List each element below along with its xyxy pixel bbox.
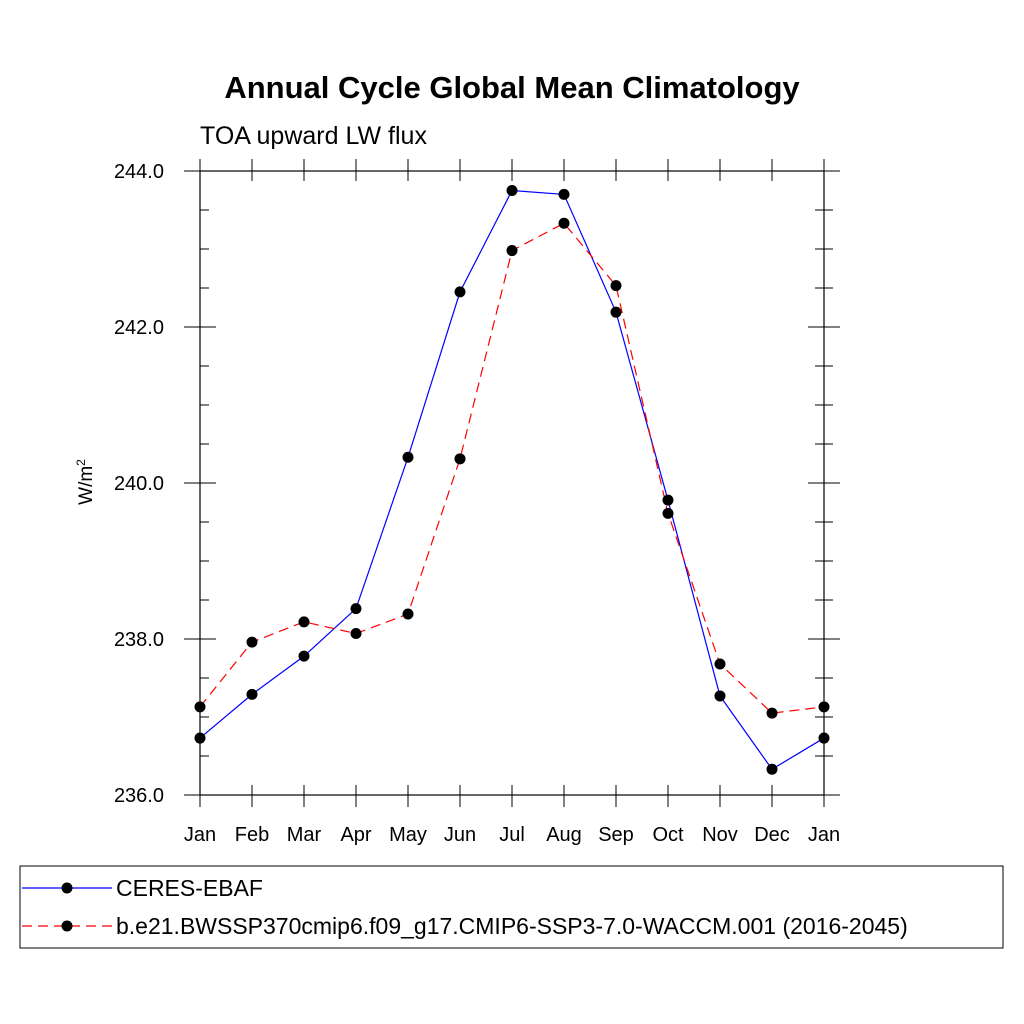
y-tick-label: 236.0 [114, 785, 164, 807]
x-tick-label: Apr [340, 824, 371, 846]
plot-frame [199, 170, 825, 796]
x-tick-label: Jun [444, 824, 476, 846]
y-tick-label: 240.0 [114, 473, 164, 495]
x-tick-label: Mar [287, 824, 322, 846]
data-point-series-0 [558, 188, 570, 200]
chart-subtitle: TOA upward LW flux [200, 122, 427, 150]
legend: CERES-EBAF b.e21.BWSSP370cmip6.f09_g17.C… [19, 865, 1004, 949]
x-tick-label: Nov [702, 824, 738, 846]
x-tick-label: Sep [598, 824, 634, 846]
data-point-series-0 [714, 690, 726, 702]
data-point-series-1 [194, 701, 206, 713]
data-point-series-0 [298, 650, 310, 662]
x-tick-label: Jan [184, 824, 216, 846]
data-point-series-1 [506, 245, 518, 257]
data-point-series-0 [454, 286, 466, 298]
data-point-series-0 [402, 451, 414, 463]
data-point-series-1 [558, 217, 570, 229]
x-tick-labels: Jan Feb Mar Apr May Jun Jul Aug Sep Oct Nov Dec Jan [184, 824, 840, 846]
axis-ticks [184, 159, 840, 807]
series-line-0 [199, 189, 825, 771]
data-point-series-0 [610, 306, 622, 318]
data-point-series-0 [506, 185, 518, 196]
data-point-series-1 [402, 608, 414, 620]
legend-marker-ceres [61, 882, 73, 894]
data-point-series-0 [194, 732, 206, 744]
data-point-series-0 [350, 603, 362, 615]
x-tick-label: Feb [235, 824, 269, 846]
x-tick-label: Jan [808, 824, 840, 846]
data-point-series-0 [766, 763, 778, 775]
data-point-series-1 [766, 707, 778, 719]
data-point-series-1 [714, 658, 726, 670]
data-point-series-0 [662, 494, 674, 506]
y-tick-label: 244.0 [114, 161, 164, 183]
data-point-series-1 [298, 616, 310, 628]
series-line-1 [199, 222, 825, 714]
legend-label-model: b.e21.BWSSP370cmip6.f09_g17.CMIP6-SSP3-7… [116, 913, 908, 939]
chart-title: Annual Cycle Global Mean Climatology [224, 70, 800, 105]
data-point-series-0 [246, 688, 258, 700]
x-tick-label: Aug [546, 824, 582, 846]
data-point-series-1 [818, 701, 830, 713]
y-axis-label: W/m2 [74, 459, 97, 505]
y-tick-label: 242.0 [114, 317, 164, 339]
legend-marker-model [61, 920, 73, 932]
legend-label-ceres: CERES-EBAF [116, 875, 263, 901]
y-tick-label: 238.0 [114, 629, 164, 651]
x-tick-label: Oct [652, 824, 684, 846]
data-point-series-0 [818, 732, 830, 744]
series-layer [194, 185, 830, 775]
x-tick-label: Jul [499, 824, 525, 846]
x-tick-label: May [389, 824, 427, 846]
data-point-series-1 [610, 280, 622, 292]
data-point-series-1 [350, 628, 362, 640]
y-tick-labels: 236.0 238.0 240.0 242.0 244.0 [114, 161, 164, 807]
x-tick-label: Dec [754, 824, 790, 846]
data-point-series-1 [454, 453, 466, 465]
legend-box [19, 865, 1004, 949]
data-point-series-1 [246, 636, 258, 648]
data-point-series-1 [662, 507, 674, 519]
